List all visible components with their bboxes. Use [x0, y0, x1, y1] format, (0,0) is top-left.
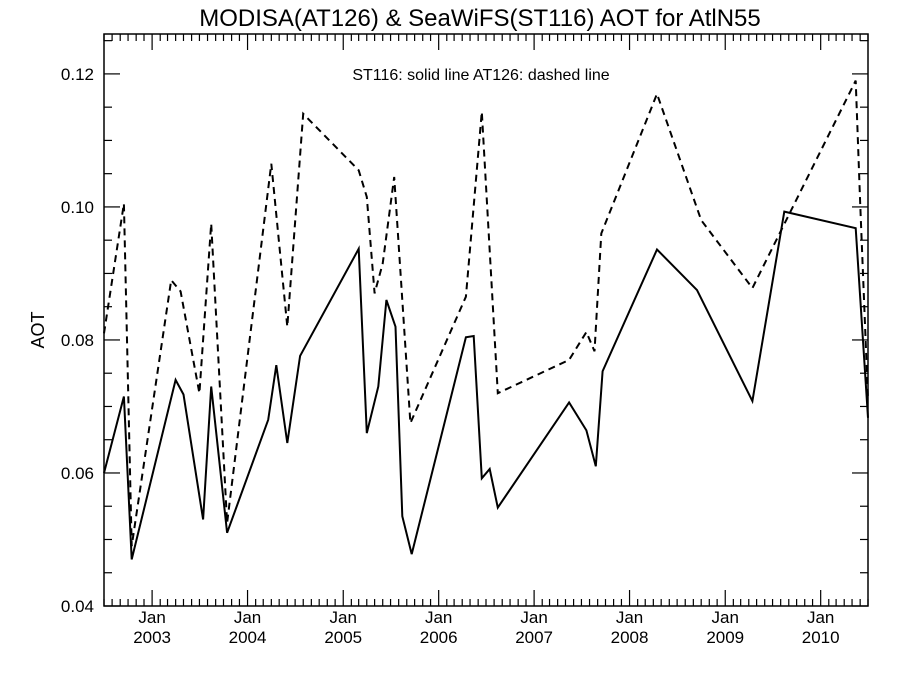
x-tick-month-label: Jan: [234, 608, 261, 627]
series-at126-dashed-line: [103, 80, 869, 547]
x-tick-month-label: Jan: [425, 608, 452, 627]
x-tick-month-label: Jan: [616, 608, 643, 627]
y-axis: 0.04 0.06 0.08 0.10 0.12: [61, 40, 868, 616]
y-tick-label: 0.10: [61, 198, 94, 217]
x-tick-year-label: 2007: [515, 628, 553, 647]
x-tick-month-label: Jan: [330, 608, 357, 627]
x-tick-year-label: 2006: [420, 628, 458, 647]
series-st116-solid-line: [103, 210, 869, 560]
x-tick-month-label: Jan: [138, 608, 165, 627]
x-tick-month-label: Jan: [712, 608, 739, 627]
x-tick-month-label: Jan: [520, 608, 547, 627]
y-tick-label: 0.06: [61, 464, 94, 483]
x-tick-year-label: 2008: [611, 628, 649, 647]
x-tick-year-label: 2009: [706, 628, 744, 647]
y-tick-label: 0.04: [61, 597, 94, 616]
y-axis-title: AOT: [28, 311, 48, 348]
chart-title: MODISA(AT126) & SeaWiFS(ST116) AOT for A…: [199, 5, 761, 32]
x-tick-year-label: 2003: [133, 628, 171, 647]
x-axis: Jan2003Jan2004Jan2005Jan2006Jan2007Jan20…: [103, 34, 869, 647]
series-group: [103, 80, 869, 560]
x-tick-year-label: 2004: [229, 628, 267, 647]
x-tick-month-label: Jan: [807, 608, 834, 627]
y-tick-label: 0.12: [61, 65, 94, 84]
y-tick-label: 0.08: [61, 331, 94, 350]
series-key-annotation: ST116: solid line AT126: dashed line: [352, 67, 609, 84]
x-tick-year-label: 2005: [324, 628, 362, 647]
x-tick-year-label: 2010: [802, 628, 840, 647]
plot-frame: [103, 33, 869, 607]
